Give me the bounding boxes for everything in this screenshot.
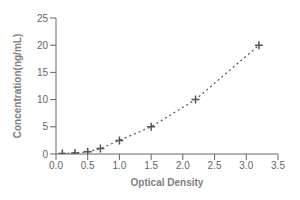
svg-text:1.5: 1.5	[144, 160, 158, 171]
svg-text:10: 10	[37, 94, 49, 105]
svg-text:Optical Density: Optical Density	[131, 177, 204, 188]
svg-text:0: 0	[42, 149, 48, 160]
svg-text:Concentration(ng/mL): Concentration(ng/mL)	[12, 34, 23, 138]
svg-text:1.0: 1.0	[112, 160, 126, 171]
svg-text:25: 25	[37, 13, 49, 24]
svg-text:0.0: 0.0	[49, 160, 63, 171]
svg-text:0.5: 0.5	[81, 160, 95, 171]
svg-text:2.0: 2.0	[176, 160, 190, 171]
svg-text:15: 15	[37, 67, 49, 78]
svg-text:3.5: 3.5	[271, 160, 285, 171]
svg-text:3.0: 3.0	[239, 160, 253, 171]
svg-text:20: 20	[37, 40, 49, 51]
svg-text:5: 5	[42, 121, 48, 132]
svg-text:2.5: 2.5	[208, 160, 222, 171]
